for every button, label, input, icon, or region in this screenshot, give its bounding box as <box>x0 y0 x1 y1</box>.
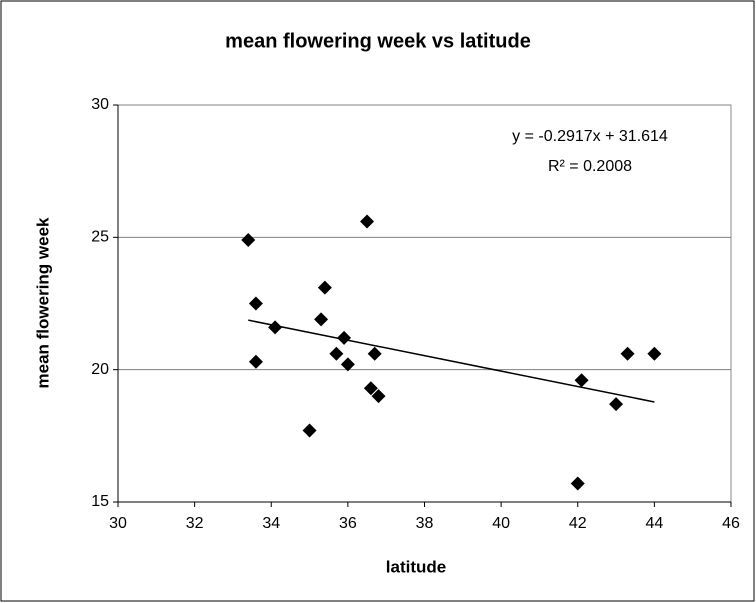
data-point <box>620 346 635 361</box>
trendline-equation: y = -0.2917x + 31.614 <box>512 128 668 145</box>
x-tick-label: 40 <box>492 515 510 532</box>
data-point <box>340 357 355 372</box>
x-tick-label: 46 <box>722 515 740 532</box>
y-tick-label: 30 <box>91 96 109 113</box>
data-point <box>337 330 352 345</box>
data-point <box>248 354 263 369</box>
data-point <box>363 381 378 396</box>
x-axis-title: latitude <box>386 557 446 576</box>
x-tick-label: 34 <box>262 515 280 532</box>
data-point <box>314 312 329 327</box>
x-tick-label: 30 <box>109 515 127 532</box>
x-tick-label: 32 <box>186 515 204 532</box>
plot-area <box>117 104 732 503</box>
data-point <box>360 214 375 229</box>
y-tick-label: 15 <box>91 493 109 510</box>
x-tick-label: 44 <box>645 515 663 532</box>
data-point <box>317 280 332 295</box>
data-point <box>574 373 589 388</box>
r-squared: R² = 0.2008 <box>548 158 632 175</box>
data-point <box>647 346 662 361</box>
data-point <box>248 296 263 311</box>
data-point <box>241 232 256 247</box>
y-tick-label: 20 <box>91 361 109 378</box>
trendline <box>248 319 655 403</box>
data-point <box>268 320 283 335</box>
y-tick-label: 25 <box>91 229 109 246</box>
x-tick-label: 42 <box>569 515 587 532</box>
y-axis-title: mean flowering week <box>33 217 52 389</box>
data-point <box>302 423 317 438</box>
data-point <box>329 346 344 361</box>
x-tick-label: 36 <box>339 515 357 532</box>
data-point <box>570 476 585 491</box>
data-point <box>367 346 382 361</box>
x-tick-label: 38 <box>416 515 434 532</box>
chart-title: mean flowering week vs latitude <box>225 30 531 52</box>
data-point <box>371 389 386 404</box>
data-point <box>609 397 624 412</box>
